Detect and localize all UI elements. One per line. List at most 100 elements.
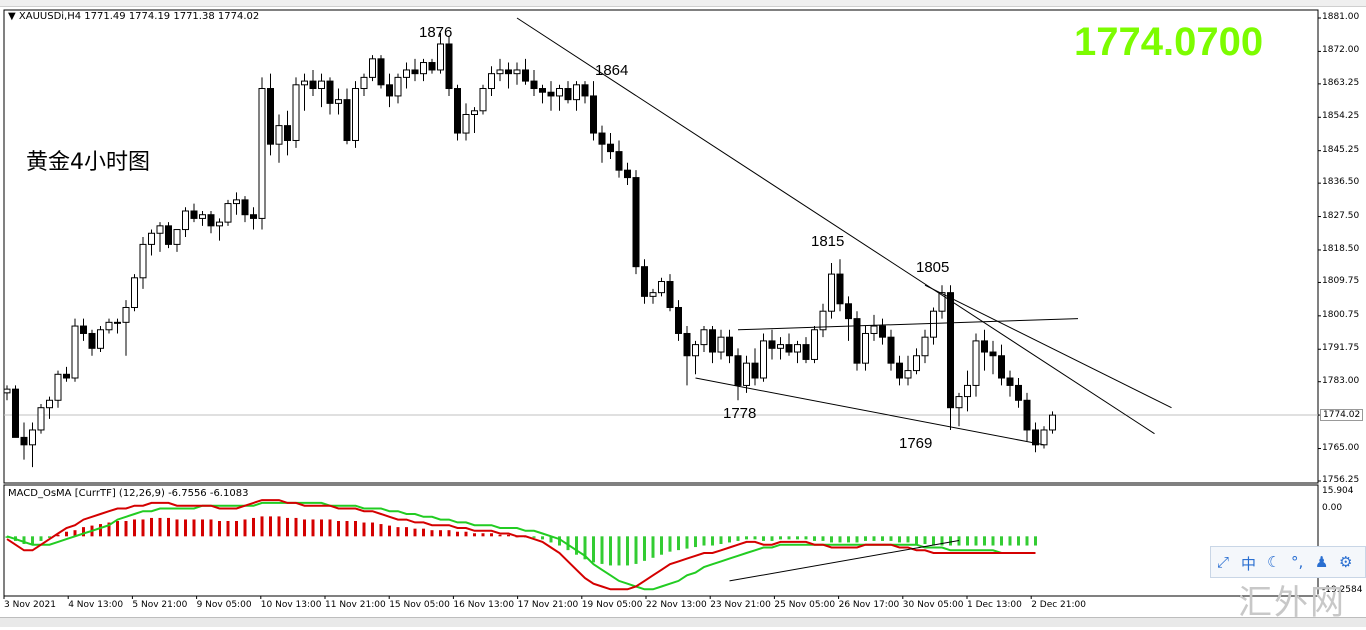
macd-histogram-bar (209, 519, 213, 537)
candle (360, 76, 368, 90)
macd-histogram-bar (226, 520, 230, 537)
macd-histogram-bar (184, 519, 187, 537)
macd-histogram-bar (73, 530, 77, 537)
macd-histogram-bar (668, 536, 672, 552)
candle (692, 344, 699, 357)
macd-histogram-bar (566, 536, 570, 551)
date-tick: 19 Nov 05:00 (581, 600, 643, 610)
candle (641, 266, 648, 297)
signal-line (6, 501, 1036, 591)
date-tick: 3 Nov 2021 (4, 600, 56, 610)
candle (335, 99, 342, 104)
candle (454, 88, 461, 134)
macd-histogram-bar (702, 536, 706, 546)
candle (590, 95, 597, 134)
date-tick: 9 Nov 05:00 (196, 600, 252, 610)
candle (836, 273, 844, 305)
user-icon[interactable]: ♟ (1315, 553, 1329, 571)
candle (751, 362, 759, 379)
macd-histogram-bar (1008, 536, 1012, 546)
date-tick: 10 Nov 13:00 (260, 600, 322, 610)
horizontal-scrollbar[interactable] (0, 617, 1366, 627)
indicator-header: MACD_OsMA [CurrTF] (12,26,9) -6.7556 -6.… (8, 488, 249, 499)
candle (318, 80, 325, 90)
macd-histogram-bar (243, 519, 247, 537)
macd-histogram-bar (354, 520, 357, 537)
indicator-pane-frame (3, 484, 1319, 597)
candle (734, 355, 742, 386)
macd-histogram-bar (141, 519, 145, 537)
macd-histogram-bar (447, 530, 451, 537)
macd-histogram-bar (889, 536, 893, 541)
price-tick: 1854.25 (1322, 111, 1360, 122)
indicator-tick: 0.00 (1322, 503, 1343, 513)
collapse-arrow-icon[interactable]: ▼ (8, 11, 16, 22)
candle (930, 310, 937, 338)
candle (250, 214, 257, 219)
candle (675, 306, 682, 334)
macd-histogram-bar (65, 531, 68, 537)
chinese-input-label[interactable]: 中 (1241, 555, 1257, 573)
candle (845, 303, 852, 320)
moon-icon[interactable]: ☾ (1267, 553, 1281, 571)
price-tick: 1809.75 (1322, 276, 1360, 287)
macd-histogram-bar (167, 517, 170, 537)
candle (352, 88, 359, 141)
macd-histogram-bar (337, 520, 340, 537)
punctuation-icon[interactable]: °, (1291, 553, 1304, 571)
date-tick: 15 Nov 05:00 (389, 600, 450, 610)
macd-histogram-bar (405, 527, 408, 537)
candle (462, 113, 470, 134)
annotation-1769: 1769 (899, 435, 933, 452)
macd-histogram-bar (549, 536, 553, 543)
chart-title: 黄金4小时图 (26, 150, 150, 175)
candle (972, 340, 980, 386)
macd-histogram-bar (430, 530, 434, 537)
candle (726, 336, 733, 357)
macd-histogram-bar (762, 536, 765, 541)
macd-histogram-bar (575, 536, 578, 555)
candle (938, 292, 946, 312)
macd-histogram-bar (422, 528, 425, 537)
macd-histogram-bar (1000, 536, 1003, 546)
candle (709, 329, 716, 353)
candle (284, 125, 291, 141)
candle (46, 399, 53, 409)
macd-histogram-bar (558, 536, 561, 546)
price-tick: 1791.75 (1322, 343, 1360, 354)
candle (513, 69, 521, 75)
candle (496, 69, 504, 75)
candle (369, 58, 376, 78)
macd-histogram-bar (974, 536, 978, 546)
macd-histogram-bar (923, 536, 927, 544)
macd-histogram-bar (583, 536, 587, 560)
macd-histogram-bar (311, 519, 315, 537)
candle (139, 243, 147, 279)
candle (760, 340, 767, 379)
macd-histogram-bar (158, 517, 162, 537)
candle (224, 203, 232, 223)
price-tick: 1872.00 (1322, 45, 1360, 56)
candle (547, 91, 555, 97)
macd-histogram-bar (651, 536, 655, 558)
macd-histogram-bar (277, 516, 281, 537)
candle (165, 225, 172, 245)
candle (658, 281, 665, 294)
candle (292, 84, 300, 141)
candle (207, 214, 215, 227)
price-tick: 1845.25 (1322, 144, 1360, 155)
symbol-header: ▼ XAUUSDi,H4 1771.49 1774.19 1771.38 177… (8, 11, 259, 22)
candle (896, 362, 903, 379)
gear-icon[interactable]: ⚙ (1339, 553, 1353, 571)
candle (564, 88, 572, 101)
macd-histogram-bar (107, 522, 111, 537)
candle (989, 351, 997, 357)
macd-histogram-bar (150, 517, 153, 537)
macd-histogram-bar (439, 530, 442, 537)
resize-icon[interactable]: ⤢ (1217, 553, 1230, 571)
candle (947, 292, 954, 409)
divergence-line (729, 540, 960, 582)
price-tick: 1765.00 (1322, 442, 1360, 453)
